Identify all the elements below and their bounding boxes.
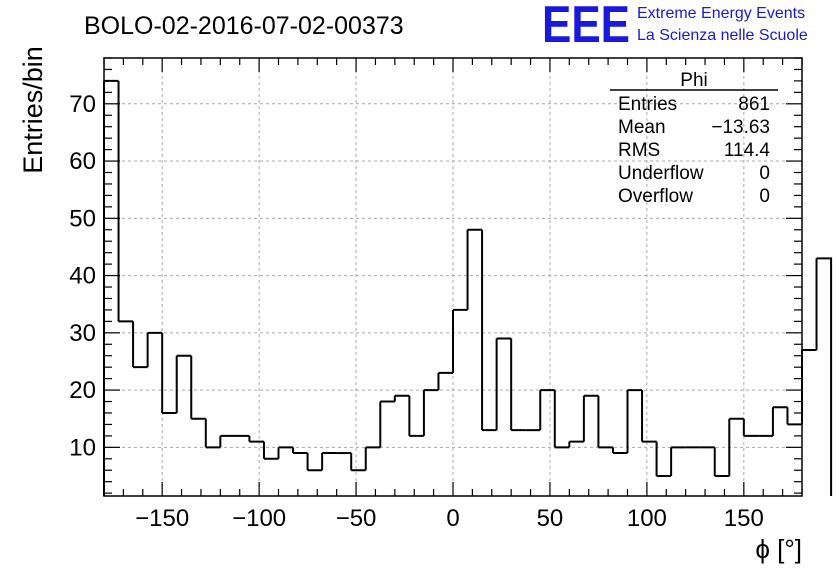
stats-label-underflow: Underflow [618,163,704,184]
tick-labels: −150 −100 −50 0 50 100 150 10 20 30 40 50 60 70 [69,91,764,532]
histogram-bin [175,354,192,413]
y-tick-label: 40 [69,263,96,290]
histogram-bars [103,79,833,496]
stats-value-underflow: 0 [759,163,770,184]
histogram-bin [306,453,323,472]
histogram-bin [219,434,235,448]
histogram-bin [728,417,744,476]
x-tick-label: 50 [537,505,564,532]
stats-label-rms: RMS [618,140,660,161]
histogram-bin [771,406,788,436]
x-tick-label: −100 [232,505,286,532]
grid-lines [104,58,802,496]
histogram-bin [262,441,279,460]
histogram-bin [670,446,686,476]
histogram-bin [495,337,512,431]
histogram-bin [422,389,439,436]
histogram-bin [742,418,759,437]
histogram-bin [582,394,599,442]
histogram-bin [408,395,424,437]
histogram-bin [641,390,657,443]
histogram-bin [611,447,628,455]
stats-label-overflow: Overflow [618,186,693,207]
histogram-bin [466,228,483,310]
histogram-bin [568,440,584,448]
histogram-bin [146,331,163,368]
x-tick-label: 100 [627,505,667,532]
histogram-bin [452,308,468,373]
histogram-bin [292,447,308,455]
histogram-bin [553,390,570,449]
stats-label-mean: Mean [618,117,666,138]
stats-label-entries: Entries [618,94,677,115]
y-tick-label: 30 [69,320,96,347]
logo-line-2: La Scienza nelle Scuole [637,27,808,44]
histogram-bin [248,435,264,443]
histogram-bin [350,453,366,472]
histogram-bin [815,257,833,496]
stats-value-mean: −13.63 [711,117,770,138]
histogram-bin [713,447,730,477]
histogram-bin [204,418,221,449]
histogram-bin [510,338,526,432]
histogram-bin [190,355,206,420]
stats-value-entries: 861 [738,94,770,115]
histogram-bin [161,332,177,414]
histogram-bin [626,389,643,454]
histogram-bin [437,371,453,391]
y-tick-label: 60 [69,148,96,175]
x-tick-label: 150 [724,505,764,532]
histogram-bin [277,446,294,459]
y-tick-label: 70 [69,91,96,118]
histogram-bin [481,229,497,432]
histogram-bin [379,400,395,448]
chart-title: BOLO-02-2016-07-02-00373 [84,12,404,40]
y-tick-label: 20 [69,377,96,404]
histogram-bin [132,321,148,369]
x-tick-label: −50 [336,505,377,532]
y-axis-label: Entries/bin [18,46,48,174]
histogram-bin [539,389,555,431]
histogram-bin [321,452,337,471]
y-tick-label: 10 [69,434,96,461]
logo-line-1: Extreme Energy Events [637,5,805,22]
histogram-bin [597,395,613,449]
histogram-bin [364,446,381,471]
x-tick-label: −150 [135,505,189,532]
axes [103,57,803,497]
histogram-bin [655,441,672,477]
histogram-bin [393,394,410,402]
stats-value-overflow: 0 [759,186,770,207]
stats-title: Phi [680,70,707,91]
stats-value-rms: 114.4 [724,140,771,161]
stats-box: Phi Entries 861 Mean −13.63 RMS 114.4 Un… [610,70,778,207]
y-tick-label: 50 [69,205,96,232]
histogram-bin [786,407,802,426]
x-tick-label: 0 [446,505,459,532]
x-axis-label: ϕ [°] [755,534,802,564]
histogram-bin [117,80,134,323]
histogram-bin [801,349,817,425]
histogram-bin [103,79,119,496]
eee-logo-mark: EEE [542,0,630,54]
